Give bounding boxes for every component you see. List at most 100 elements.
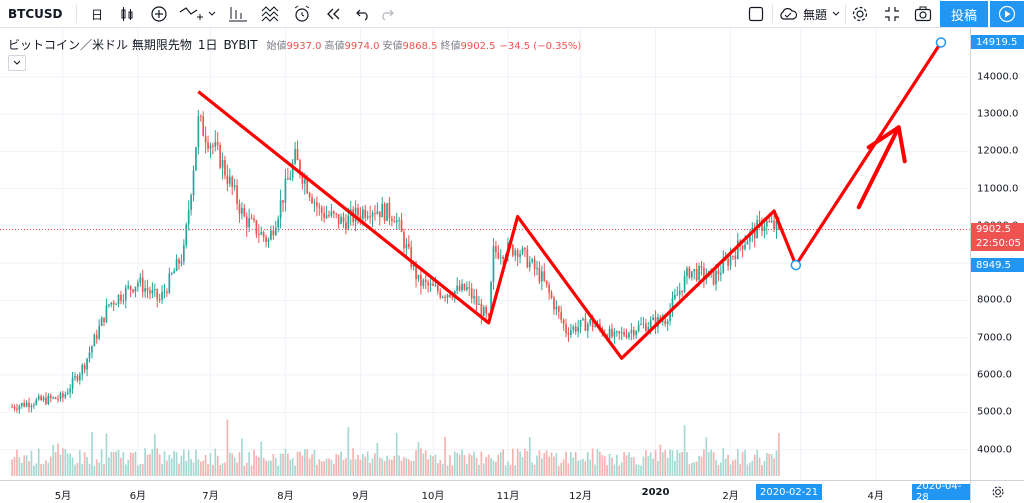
volume-bar xyxy=(221,463,224,476)
candle-body xyxy=(13,406,16,409)
volume-bar xyxy=(434,454,437,476)
compare-icon[interactable] xyxy=(178,0,204,28)
candle-body xyxy=(611,328,613,337)
candle-body xyxy=(282,200,284,203)
candle-body xyxy=(632,329,635,336)
candle-body xyxy=(560,311,563,320)
volume-bar xyxy=(216,455,219,476)
volume-bar xyxy=(325,458,328,476)
candle-body xyxy=(640,323,642,325)
fullscreen-icon[interactable] xyxy=(880,0,904,28)
candle-body xyxy=(105,305,108,322)
symbol-search-button[interactable]: BTCUSD xyxy=(8,7,63,21)
volume-bar xyxy=(676,450,679,476)
camera-icon[interactable] xyxy=(910,0,936,28)
candle-body xyxy=(775,220,778,230)
cloud-icon[interactable] xyxy=(778,0,798,28)
volume-bar xyxy=(487,454,490,476)
interval-button[interactable]: 日 xyxy=(90,7,103,22)
series-legend: ビットコイン／米ドル 無期限先物 1日 BYBIT 始値 9937.0 高値 997… xyxy=(8,36,581,53)
candle-body xyxy=(141,277,144,292)
candle-body xyxy=(347,215,350,230)
volume-bar xyxy=(320,461,323,476)
candles-icon[interactable] xyxy=(116,0,138,28)
candle-body xyxy=(473,296,475,299)
candle-body xyxy=(18,405,21,410)
volume-bar xyxy=(178,463,180,476)
volume-bar xyxy=(514,465,517,476)
chevron-down-icon[interactable] xyxy=(206,0,218,28)
template-name[interactable]: 無題 xyxy=(802,7,827,22)
candle-body xyxy=(712,270,715,285)
volume-bar xyxy=(284,448,287,476)
candle-body xyxy=(328,215,330,217)
candle-body xyxy=(199,115,202,117)
gear-icon[interactable] xyxy=(848,0,872,28)
candle-body xyxy=(66,392,69,395)
volume-bar xyxy=(683,425,686,476)
candle-body xyxy=(88,352,91,359)
candle-body xyxy=(686,268,688,277)
undo-icon[interactable] xyxy=(352,0,374,28)
candle-body xyxy=(383,203,386,221)
play-icon[interactable] xyxy=(990,1,1024,27)
volume-bar xyxy=(277,465,280,476)
candle-body xyxy=(478,303,480,305)
volume-bar xyxy=(739,464,742,476)
symbol-title: ビットコイン／米ドル 無期限先物 xyxy=(8,38,192,52)
templates-icon[interactable] xyxy=(258,0,282,28)
volume-bar xyxy=(291,458,294,476)
volume-bar xyxy=(570,451,572,476)
volume-bar xyxy=(185,460,188,476)
candle-body xyxy=(734,255,737,259)
candle-body xyxy=(579,320,582,327)
candle-body xyxy=(337,214,340,224)
collapse-legend-button[interactable] xyxy=(8,55,26,71)
time-axis[interactable]: 2020-02-21 2020-04-28 5月 6月 7月 8月 9月 10月 11月 12… xyxy=(0,480,970,503)
candle-body xyxy=(108,304,110,306)
candle-body xyxy=(163,291,166,293)
volume-bar xyxy=(168,455,171,476)
toolbar-divider xyxy=(845,5,846,23)
volume-bar xyxy=(330,460,333,476)
candle-body xyxy=(245,216,248,228)
volume-bar xyxy=(40,464,42,476)
indicators-icon[interactable] xyxy=(226,0,250,28)
candle-body xyxy=(720,272,722,275)
candle-body xyxy=(732,255,734,257)
volume-bar xyxy=(582,458,584,476)
volume-bar xyxy=(328,458,330,476)
volume-bar xyxy=(756,449,758,476)
price-label-target-low: 8949.5 xyxy=(971,258,1024,273)
volume-bar xyxy=(49,456,52,476)
redo-icon[interactable] xyxy=(376,0,398,28)
price-label-countdown: 22:50:05 xyxy=(971,236,1024,251)
add-indicator-icon[interactable] xyxy=(148,0,170,28)
candle-body xyxy=(250,218,253,220)
price-axis[interactable]: 14000.013000.012000.011000.010000.09000.… xyxy=(970,28,1024,480)
alert-icon[interactable] xyxy=(290,0,314,28)
volume-bar xyxy=(364,456,367,476)
chart-pane[interactable] xyxy=(0,28,970,480)
axis-settings-icon[interactable] xyxy=(970,480,1024,503)
volume-bar xyxy=(289,459,292,476)
candle-body xyxy=(335,213,338,215)
candle-body xyxy=(620,332,623,334)
publish-button[interactable]: 投稿 xyxy=(940,1,988,27)
candle-body xyxy=(376,211,379,214)
candle-body xyxy=(151,289,154,294)
candle-body xyxy=(553,297,555,310)
candle-body xyxy=(265,237,267,242)
replay-icon[interactable] xyxy=(322,0,344,28)
candle-body xyxy=(98,325,101,339)
volume-bar xyxy=(507,461,509,476)
candle-body xyxy=(463,283,466,290)
top-toolbar: BTCUSD 日 xyxy=(0,0,1024,28)
chevron-down-icon[interactable] xyxy=(830,0,842,28)
volume-bar xyxy=(18,457,21,476)
volume-bar xyxy=(166,460,168,476)
layout-icon[interactable] xyxy=(744,0,768,28)
candle-body xyxy=(226,175,229,184)
volume-bar xyxy=(415,450,417,476)
candle-body xyxy=(637,324,640,332)
